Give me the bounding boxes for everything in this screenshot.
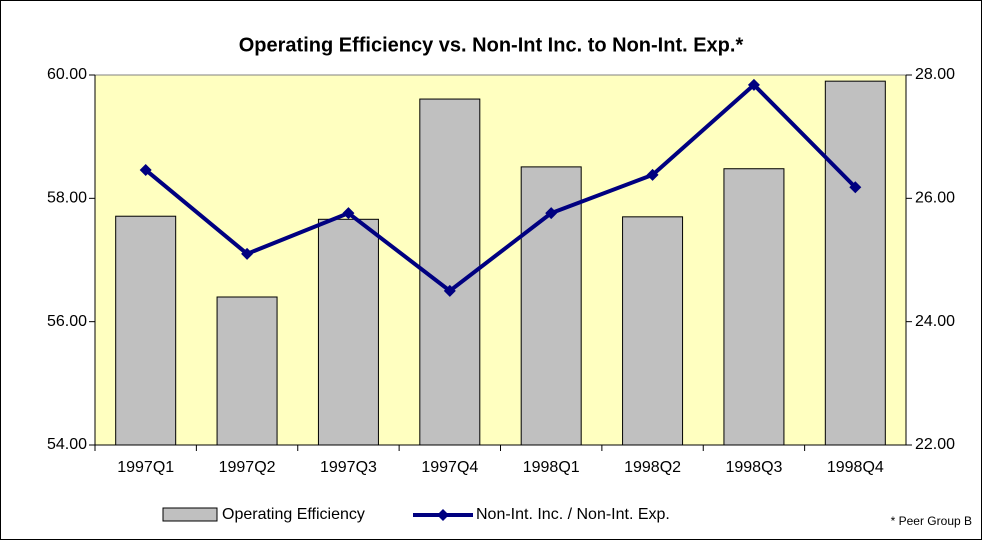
x-tick-label: 1998Q3 bbox=[725, 459, 782, 476]
legend-swatch bbox=[162, 507, 218, 522]
legend-marker bbox=[437, 509, 449, 521]
x-tick-label: 1998Q4 bbox=[827, 459, 884, 476]
line-marker bbox=[545, 207, 558, 220]
bar bbox=[317, 218, 379, 446]
y-tick-label: 58.00 bbox=[47, 190, 87, 207]
line bbox=[144, 82, 857, 294]
bar bbox=[419, 98, 481, 446]
y2-tick-label: 24.00 bbox=[915, 313, 955, 330]
y2-tick-label: 28.00 bbox=[915, 66, 955, 83]
bar bbox=[723, 168, 785, 446]
legend-label: Non-Int. Inc. / Non-Int. Exp. bbox=[476, 506, 670, 523]
line-marker bbox=[342, 207, 355, 220]
bar bbox=[824, 80, 886, 446]
x-tick-label: 1997Q2 bbox=[219, 459, 276, 476]
x-tick-label: 1997Q1 bbox=[117, 459, 174, 476]
x-tick-label: 1998Q1 bbox=[523, 459, 580, 476]
y-tick-label: 54.00 bbox=[47, 436, 87, 453]
x-tick-label: 1998Q2 bbox=[624, 459, 681, 476]
x-tick-label: 1997Q3 bbox=[320, 459, 377, 476]
bar bbox=[622, 216, 684, 446]
line-marker bbox=[139, 163, 152, 176]
y-tick-label: 60.00 bbox=[47, 66, 87, 83]
bar bbox=[216, 296, 278, 446]
x-tick-label: 1997Q4 bbox=[421, 459, 478, 476]
y-tick-label: 56.00 bbox=[47, 313, 87, 330]
y2-tick-label: 26.00 bbox=[915, 190, 955, 207]
line-marker bbox=[747, 78, 760, 91]
line-marker bbox=[849, 181, 862, 194]
legend-label: Operating Efficiency bbox=[222, 506, 365, 523]
chart-title: Operating Efficiency vs. Non-Int Inc. to… bbox=[239, 34, 744, 56]
bar bbox=[115, 215, 177, 446]
line-marker bbox=[646, 168, 659, 181]
line-marker bbox=[443, 284, 456, 297]
line-marker bbox=[241, 247, 254, 260]
footnote: * Peer Group B bbox=[891, 514, 972, 528]
y2-tick-label: 22.00 bbox=[915, 436, 955, 453]
